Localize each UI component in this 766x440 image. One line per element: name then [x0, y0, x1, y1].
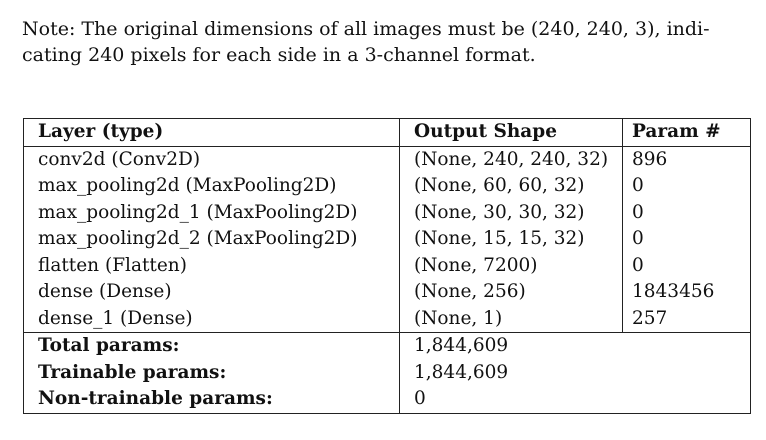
cell-layer: dense (Dense) [23, 279, 400, 306]
summary-label: Total params: [23, 332, 400, 360]
cell-output-shape: (None, 15, 15, 32) [399, 226, 623, 253]
summary-row-non-trainable: Non-trainable params: 0 [23, 386, 751, 413]
summary-row-trainable: Trainable params: 1,844,609 [23, 359, 751, 386]
summary-value: 0 [414, 388, 426, 410]
cell-params: 896 [632, 148, 668, 170]
cell-params: 0 [632, 228, 644, 250]
table-row: conv2d (Conv2D) (None, 240, 240, 32) 896 [23, 146, 751, 173]
cell-params: 0 [632, 175, 644, 197]
table-header-row: Layer (type) Output Shape Param # [23, 118, 751, 147]
summary-row-total: Total params: 1,844,609 [23, 332, 751, 360]
header-layer-type: Layer (type) [23, 118, 400, 147]
cell-output-shape: (None, 1) [399, 305, 623, 333]
model-summary-table: Layer (type) Output Shape Param # conv2d… [23, 118, 751, 414]
note-line-1: Note: The original dimensions of all ima… [22, 18, 710, 40]
cell-output-shape: (None, 30, 30, 32) [399, 199, 623, 226]
summary-label: Non-trainable params: [23, 386, 400, 413]
note-line-2: cating 240 pixels for each side in a 3-c… [22, 44, 536, 66]
cell-params: 0 [632, 254, 644, 276]
table-row: flatten (Flatten) (None, 7200) 0 [23, 252, 751, 279]
header-param-count: Param # [622, 118, 751, 147]
cell-params: 1843456 [632, 281, 715, 303]
table-row: dense_1 (Dense) (None, 1) 257 [23, 305, 751, 333]
cell-output-shape: (None, 60, 60, 32) [399, 173, 623, 200]
cell-output-shape: (None, 240, 240, 32) [399, 146, 623, 173]
cell-params: 0 [632, 201, 644, 223]
header-output-shape: Output Shape [399, 118, 623, 147]
cell-params: 257 [632, 307, 668, 329]
summary-label: Trainable params: [23, 359, 400, 386]
table-row: max_pooling2d (MaxPooling2D) (None, 60, … [23, 173, 751, 200]
cell-layer: conv2d (Conv2D) [23, 146, 400, 173]
summary-value: 1,844,609 [414, 361, 509, 383]
cell-layer: dense_1 (Dense) [23, 305, 400, 333]
cell-output-shape: (None, 7200) [399, 252, 623, 279]
cell-layer: max_pooling2d_2 (MaxPooling2D) [23, 226, 400, 253]
cell-layer: max_pooling2d_1 (MaxPooling2D) [23, 199, 400, 226]
table-row: max_pooling2d_2 (MaxPooling2D) (None, 15… [23, 226, 751, 253]
cell-layer: max_pooling2d (MaxPooling2D) [23, 173, 400, 200]
table-row: dense (Dense) (None, 256) 1843456 [23, 279, 751, 306]
summary-value: 1,844,609 [399, 332, 751, 360]
cell-output-shape: (None, 256) [399, 279, 623, 306]
table-note: Note: The original dimensions of all ima… [22, 16, 744, 68]
cell-layer: flatten (Flatten) [23, 252, 400, 279]
table-row: max_pooling2d_1 (MaxPooling2D) (None, 30… [23, 199, 751, 226]
